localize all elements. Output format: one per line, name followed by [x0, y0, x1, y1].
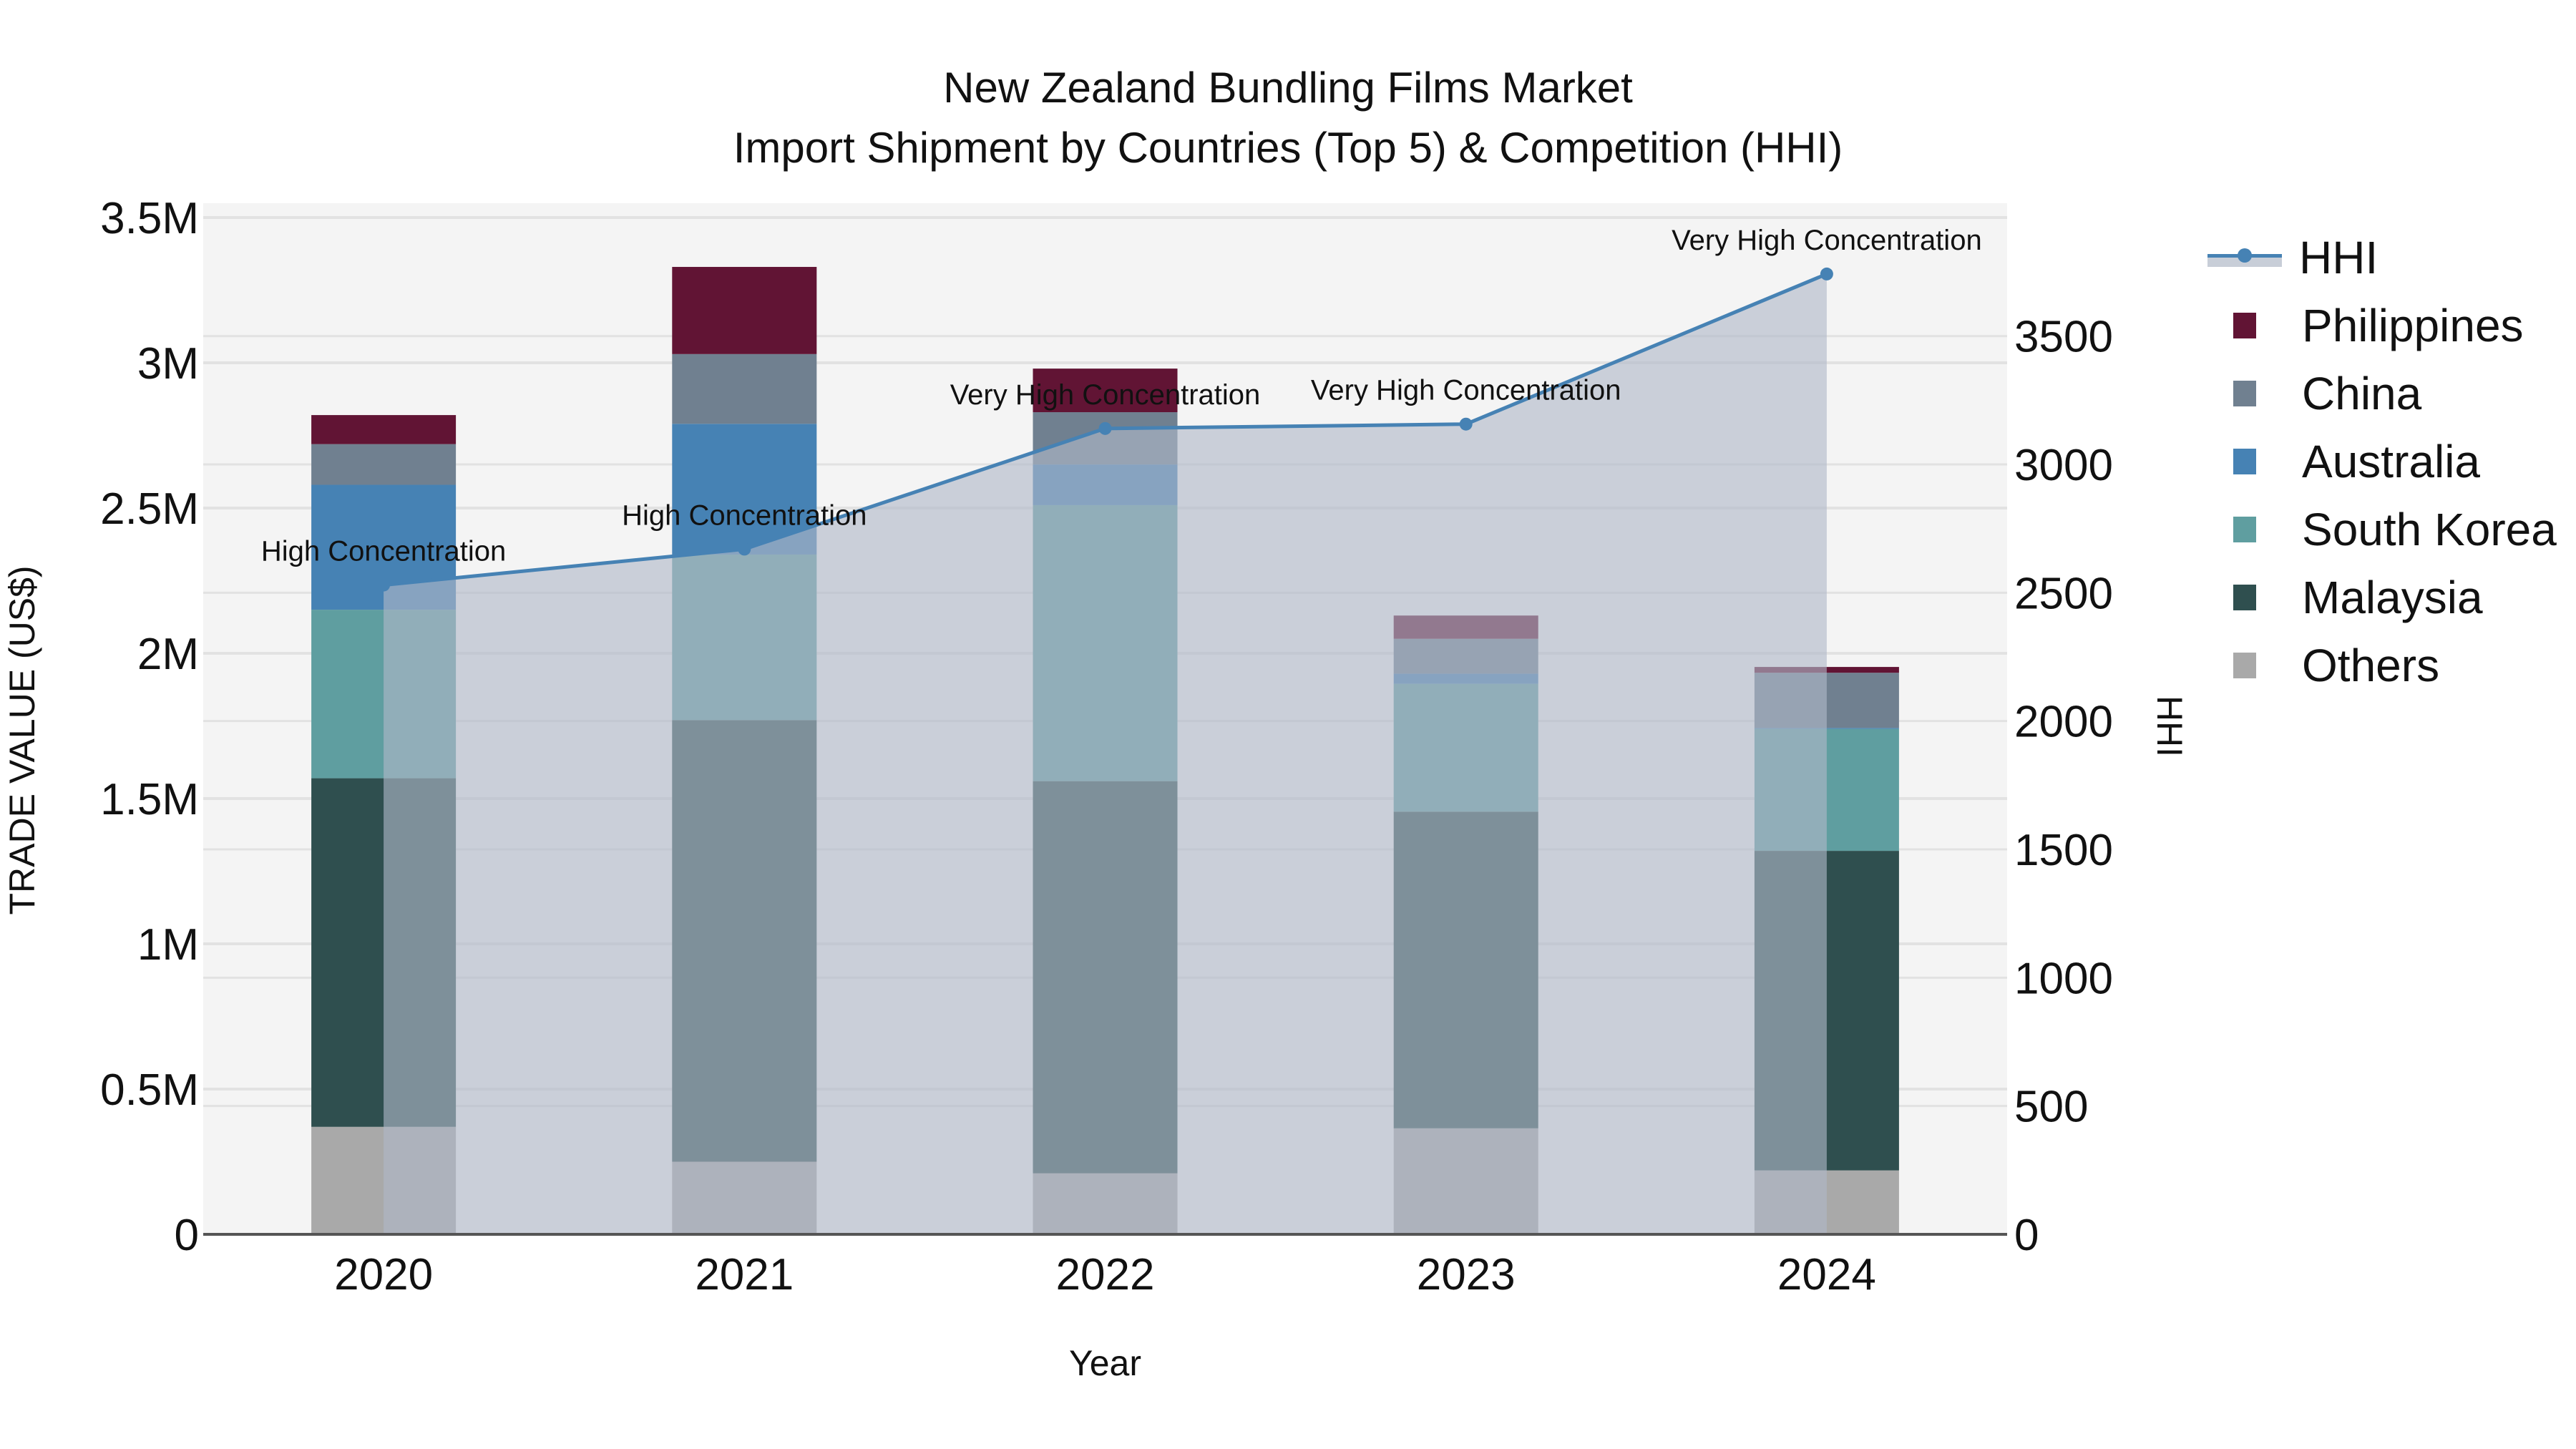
- legend-swatch-icon: [2233, 449, 2256, 474]
- x-tick-label: 2021: [695, 1250, 794, 1299]
- legend-label: Others: [2302, 640, 2440, 691]
- chart-title-line-2: Import Shipment by Countries (Top 5) & C…: [733, 124, 1843, 172]
- legend-label: Philippines: [2302, 300, 2524, 351]
- y-left-tick-label: 2M: [137, 630, 199, 679]
- bar-segment-philippines: [672, 267, 817, 354]
- legend-marker-icon: [2238, 248, 2252, 263]
- legend-item-australia[interactable]: Australia: [2207, 433, 2576, 490]
- y-right-tick-label: 500: [2014, 1083, 2088, 1132]
- y-right-tick-label: 1500: [2014, 826, 2113, 875]
- legend-swatch-icon: [2207, 245, 2282, 270]
- hhi-annotation: Very High Concentration: [1311, 375, 1621, 406]
- x-tick-label: 2022: [1056, 1250, 1155, 1299]
- legend-label: Australia: [2302, 436, 2480, 487]
- hhi-annotation: Very High Concentration: [950, 379, 1261, 411]
- bar-segment-philippines: [1033, 369, 1178, 413]
- legend-label: China: [2302, 368, 2422, 419]
- bar-segment-philippines: [311, 415, 457, 444]
- hhi-area: [384, 273, 1827, 1235]
- legend-item-hhi[interactable]: HHI: [2207, 229, 2576, 286]
- legend-swatch-icon: [2233, 381, 2256, 406]
- hhi-marker: [377, 578, 391, 592]
- y-right-tick-label: 2500: [2014, 569, 2113, 618]
- legend-swatch-icon: [2233, 585, 2256, 610]
- hhi-annotation: High Concentration: [261, 536, 506, 567]
- y-right-axis-title: HHI: [2150, 696, 2190, 757]
- x-axis-title: Year: [1069, 1343, 1141, 1383]
- bar-segment-china: [311, 444, 457, 485]
- y-left-tick-label: 0: [175, 1211, 199, 1260]
- y-right-tick-label: 3000: [2014, 441, 2113, 490]
- y-left-axis-title: TRADE VALUE (US$): [2, 565, 42, 914]
- x-tick-label: 2020: [334, 1250, 433, 1299]
- y-left-tick-label: 2.5M: [100, 484, 199, 534]
- hhi-annotations: High Concentration High Concentration Very…: [261, 225, 1982, 567]
- hhi-marker: [1098, 421, 1112, 435]
- y-left-tick-label: 1M: [137, 920, 199, 970]
- y-left-tick-label: 3M: [137, 339, 199, 389]
- hhi-marker: [1459, 417, 1473, 431]
- legend-item-philippines[interactable]: Philippines: [2207, 297, 2576, 354]
- x-tick-label: 2024: [1777, 1250, 1876, 1299]
- y-right-tick-label: 3500: [2014, 313, 2113, 362]
- legend-label: South Korea: [2302, 504, 2557, 555]
- legend-item-malaysia[interactable]: Malaysia: [2207, 569, 2576, 626]
- legend-label: Malaysia: [2302, 572, 2483, 623]
- axes: 0 0.5M 1M 1.5M 2M 2.5M 3M 3.5M 0 500 1000 1500 2000 2…: [2, 194, 2190, 1383]
- legend-item-china[interactable]: China: [2207, 365, 2576, 422]
- y-right-tick-label: 2000: [2014, 698, 2113, 747]
- y-right-tick-label: 0: [2014, 1211, 2039, 1260]
- legend-swatch-icon: [2233, 653, 2256, 678]
- legend-swatch-icon: [2233, 517, 2256, 542]
- hhi-marker: [738, 542, 751, 556]
- y-left-tick-label: 3.5M: [100, 194, 199, 243]
- bar-segment-china: [672, 353, 817, 424]
- y-left-tick-label: 0.5M: [100, 1065, 199, 1115]
- hhi-marker: [1820, 267, 1833, 280]
- hhi-fill-area: [384, 273, 1827, 1235]
- legend-swatch-icon: [2233, 313, 2256, 338]
- hhi-annotation: High Concentration: [622, 499, 867, 531]
- legend-label: HHI: [2299, 232, 2379, 283]
- hhi-line: [377, 267, 1833, 592]
- x-tick-label: 2023: [1417, 1250, 1516, 1299]
- y-right-tick-label: 1000: [2014, 954, 2113, 1003]
- y-left-tick-label: 1.5M: [100, 775, 199, 824]
- hhi-annotation: Very High Concentration: [1672, 225, 1982, 256]
- chart-title-line-1: New Zealand Bundling Films Market: [943, 64, 1633, 112]
- legend-item-south-korea[interactable]: South Korea: [2207, 501, 2576, 558]
- legend-item-others[interactable]: Others: [2207, 637, 2576, 694]
